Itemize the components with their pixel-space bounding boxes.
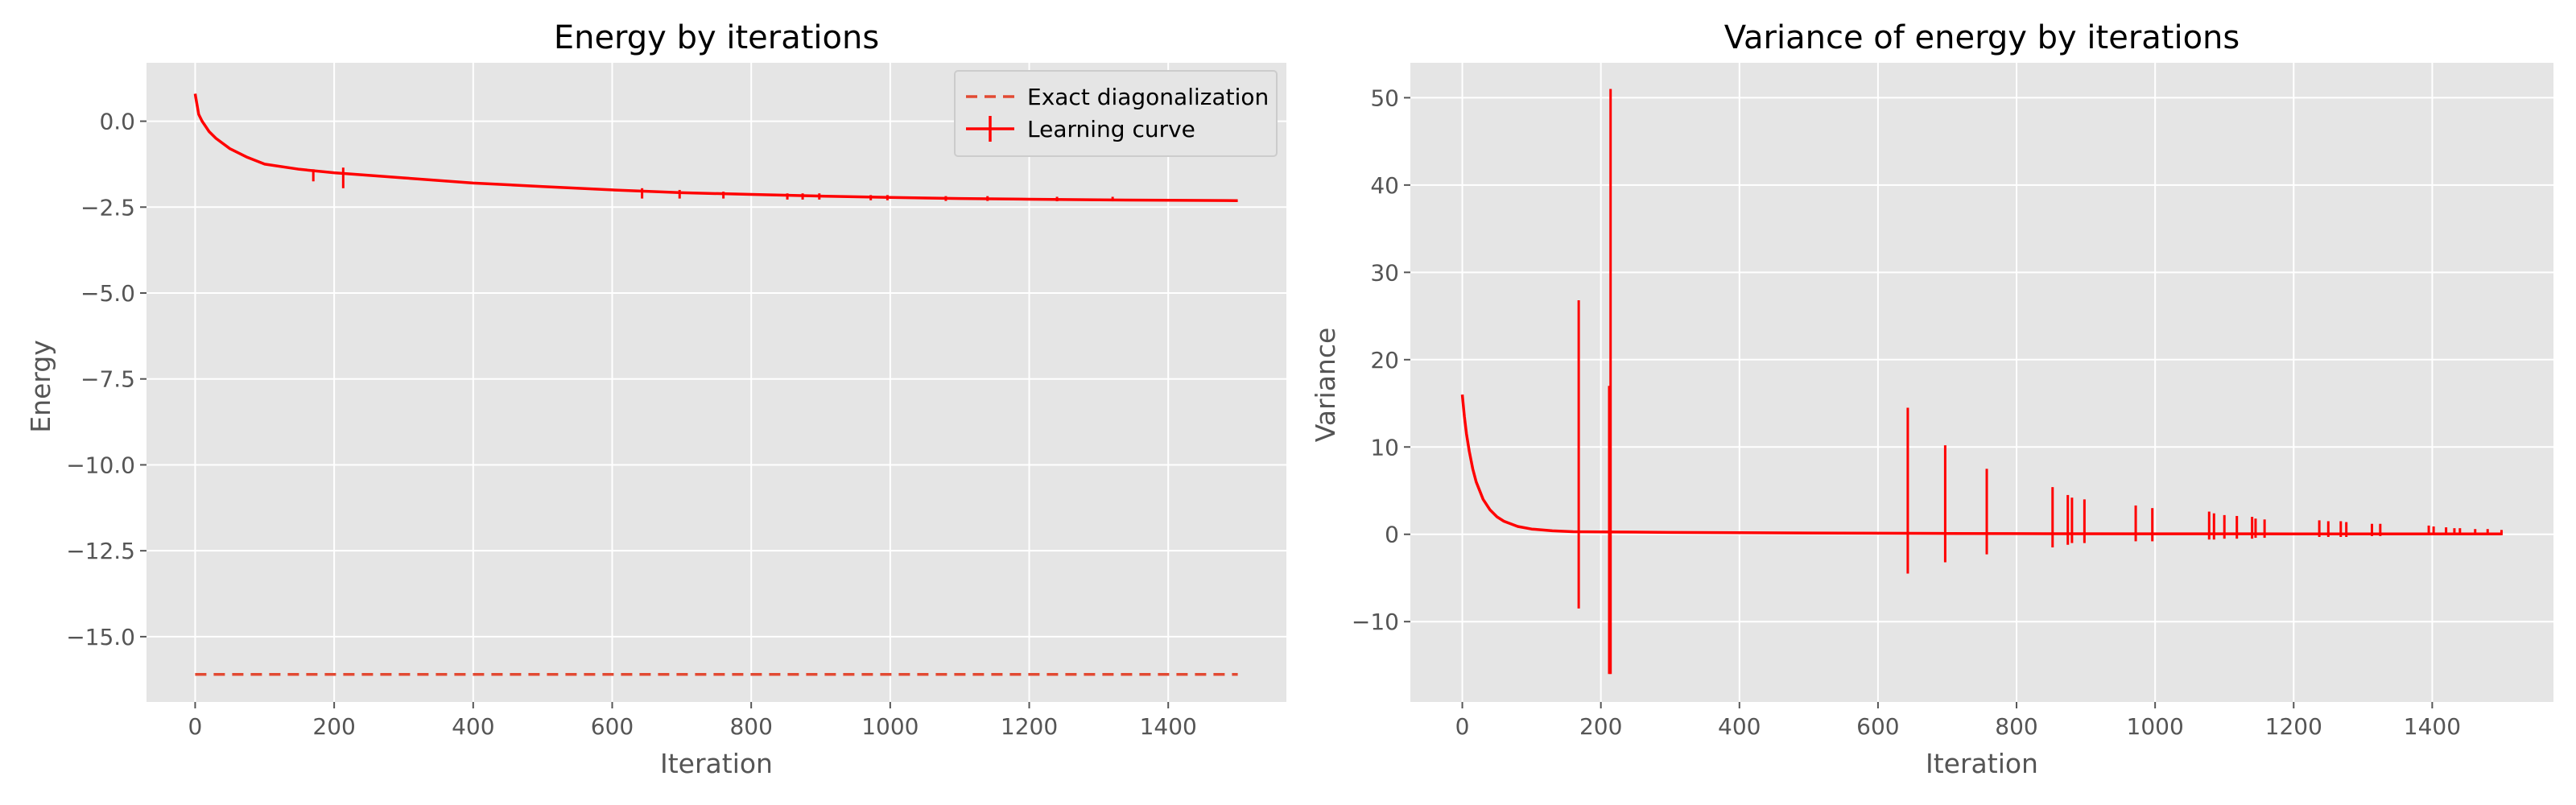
x-tick-label: 600 (591, 713, 634, 740)
y-tick-label: 0.0 (99, 109, 135, 135)
x-tick-label: 1200 (1001, 713, 1058, 740)
y-tick-label: 0 (1385, 522, 1399, 548)
legend-box (954, 70, 1278, 157)
y-tick-label: −12.5 (66, 538, 135, 564)
learning-curve-line (1460, 394, 2502, 536)
y-tick-label: −10.0 (66, 452, 135, 478)
x-tick-label: 1200 (2265, 713, 2322, 740)
energy-chart: Energy by iterations Iteration Energy 0 2… (25, 19, 1286, 779)
x-tick-label: 0 (188, 713, 203, 740)
y-axis-label: Energy (25, 340, 56, 433)
y-tick-label: 20 (1370, 347, 1399, 374)
grid (147, 63, 1286, 702)
y-tick-label: −10 (1352, 609, 1399, 635)
x-tick-label: 200 (1579, 713, 1622, 740)
chart-title: Energy by iterations (554, 19, 879, 56)
legend: Exact diagonalization Learning curve (954, 70, 1278, 157)
x-tick-label: 1000 (2127, 713, 2184, 740)
plot-area (1410, 63, 2553, 702)
x-tick-label: 1000 (861, 713, 919, 740)
y-tick-label: 50 (1370, 85, 1399, 111)
x-axis-label: Iteration (1926, 748, 2038, 779)
legend-entry: Learning curve (1027, 116, 1195, 142)
chart-title: Variance of energy by iterations (1724, 19, 2240, 56)
x-tick-label: 800 (1995, 713, 2037, 740)
x-tick-label: 400 (452, 713, 494, 740)
plot-area (147, 63, 1286, 702)
series-1 (193, 93, 1238, 202)
x-tick-label: 600 (1856, 713, 1899, 740)
y-tick-label: −5.0 (80, 280, 135, 307)
x-tick-label: 1400 (2404, 713, 2461, 740)
y-axis-label: Variance (1310, 328, 1341, 443)
y-tick-label: −7.5 (80, 366, 135, 393)
x-tick-label: 200 (312, 713, 355, 740)
y-tick-label: 40 (1370, 172, 1399, 199)
x-axis-label: Iteration (660, 748, 773, 779)
variance-chart: Variance of energy by iterations Iterati… (1310, 19, 2553, 779)
x-tick-label: 1400 (1140, 713, 1197, 740)
x-tick-label: 400 (1718, 713, 1761, 740)
learning-curve-line (193, 93, 1238, 202)
y-tick-label: −2.5 (80, 194, 135, 221)
y-tick-label: −15.0 (66, 624, 135, 650)
y-tick-label: 10 (1370, 434, 1399, 460)
series-0 (1460, 89, 2503, 675)
legend-entry: Exact diagonalization (1027, 84, 1269, 110)
y-tick-label: 30 (1370, 259, 1399, 286)
x-tick-label: 800 (729, 713, 772, 740)
x-tick-label: 0 (1455, 713, 1470, 740)
